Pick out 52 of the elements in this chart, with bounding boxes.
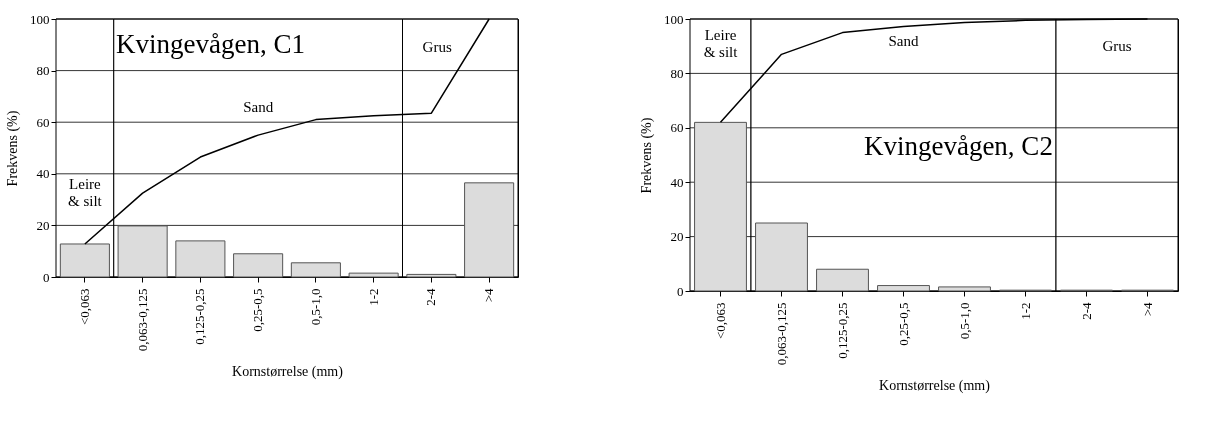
y-tick-label: 40 [36, 166, 50, 182]
band-label: Leire & silt [703, 27, 739, 61]
y-tick-label: 100 [30, 11, 50, 27]
y-tick-label: 20 [670, 229, 684, 245]
x-tick-label: >4 [481, 288, 497, 303]
bar [816, 268, 869, 292]
y-tick-label: 40 [670, 174, 684, 190]
x-tick-label: 1-2 [1017, 302, 1033, 320]
x-tick-label: 0,125-0,25 [834, 302, 850, 359]
x-tick-label: 2-4 [1078, 302, 1094, 320]
y-axis-title: Frekvens (%) [639, 117, 655, 194]
y-axis-title: Frekvens (%) [5, 110, 21, 187]
y-tick-label: 80 [36, 63, 50, 79]
x-axis-title: Kornstørrelse (mm) [232, 364, 344, 381]
chart-title: Kvingevågen, C1 [116, 28, 306, 59]
x-tick-label: 2-4 [423, 288, 439, 306]
bar [59, 243, 110, 278]
x-tick-label: <0,063 [712, 302, 728, 340]
x-tick-label: 0,5-1,0 [307, 288, 323, 326]
y-tick-label: 80 [670, 65, 684, 81]
x-tick-label: 0,25-0,5 [895, 302, 911, 346]
bar [117, 225, 168, 278]
y-tick-label: 60 [670, 120, 684, 136]
band-label: Grus [422, 39, 452, 56]
bar [290, 262, 341, 278]
y-tick-label: 0 [43, 269, 50, 285]
bar [755, 222, 808, 292]
x-tick-label: 0,063-0,125 [134, 288, 150, 352]
bar [406, 273, 457, 278]
x-tick-label: 0,25-0,5 [250, 288, 266, 332]
bar [348, 272, 399, 278]
y-tick-label: 20 [36, 217, 50, 233]
x-axis-title: Kornstørrelse (mm) [879, 378, 991, 395]
x-tick-label: 1-2 [365, 288, 381, 306]
bar [464, 182, 515, 278]
band-label: Leire & silt [67, 176, 103, 210]
x-tick-label: >4 [1139, 302, 1155, 317]
band-label: Grus [1102, 38, 1132, 55]
x-tick-label: 0,5-1,0 [956, 302, 972, 340]
y-tick-label: 100 [664, 11, 684, 27]
x-tick-label: <0,063 [76, 288, 92, 326]
band-label: Sand [888, 32, 919, 49]
bar [877, 285, 930, 292]
band-label: Sand [243, 98, 274, 115]
y-tick-label: 60 [36, 114, 50, 130]
bar [233, 253, 284, 278]
x-tick-label: 0,125-0,25 [192, 288, 208, 345]
y-tick-label: 0 [677, 283, 684, 299]
bar [175, 240, 226, 278]
bar [938, 286, 991, 292]
x-tick-label: 0,063-0,125 [773, 302, 789, 366]
text: Kvingevågen, C2 [863, 130, 1053, 161]
